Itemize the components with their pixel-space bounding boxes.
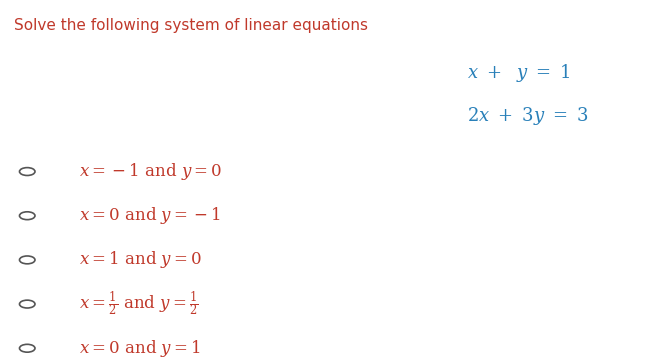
Text: $2x \ + \ 3y \ = \ 3$: $2x \ + \ 3y \ = \ 3$ <box>467 105 589 127</box>
Text: $x \ + \ \ y \ = \ 1$: $x \ + \ \ y \ = \ 1$ <box>467 62 570 84</box>
Text: $x = 0\ \mathrm{and}\ y = 1$: $x = 0\ \mathrm{and}\ y = 1$ <box>79 338 201 357</box>
Text: $x = 0\ \mathrm{and}\ y = -1$: $x = 0\ \mathrm{and}\ y = -1$ <box>79 205 221 226</box>
Text: $x = 1\ \mathrm{and}\ y = 0$: $x = 1\ \mathrm{and}\ y = 0$ <box>79 250 202 270</box>
Text: $x = -1\ \mathrm{and}\ y = 0$: $x = -1\ \mathrm{and}\ y = 0$ <box>79 161 222 182</box>
Text: Solve the following system of linear equations: Solve the following system of linear equ… <box>14 18 369 33</box>
Text: $x = \frac{1}{2}\ \mathrm{and}\ y = \frac{1}{2}$: $x = \frac{1}{2}\ \mathrm{and}\ y = \fra… <box>79 290 199 318</box>
